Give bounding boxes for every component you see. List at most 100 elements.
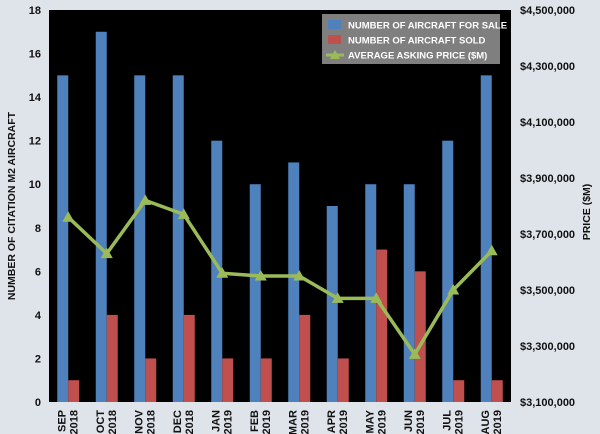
x-tick-year: 2019: [415, 410, 427, 434]
legend-label: NUMBER OF AIRCRAFT FOR SALE: [348, 21, 507, 32]
price-marker-oct-2018: [100, 247, 113, 259]
x-tick-year: 2018: [145, 410, 157, 434]
bar-sold-may-2019: [376, 249, 388, 402]
legend-label: AVERAGE ASKING PRICE ($M): [348, 51, 487, 62]
y-tick-label: 18: [29, 5, 41, 17]
x-tick-label: NOV 2018: [133, 409, 157, 434]
x-tick-label: APR 2019: [326, 410, 350, 434]
x-tick-year: 2019: [261, 410, 273, 434]
price-marker-mar-2019: [293, 270, 306, 281]
bar-for-sale-aug-2019: [480, 75, 492, 402]
x-tick-year: 2019: [299, 410, 311, 434]
bar-sold-oct-2018: [106, 314, 118, 402]
x-tick-label: FEB 2019: [249, 410, 273, 434]
bar-for-sale-feb-2019: [249, 184, 261, 402]
bar-sold-feb-2019: [260, 358, 272, 402]
x-tick-month: SEP: [56, 410, 68, 432]
price-line: [67, 198, 493, 357]
price-marker-sep-2018: [62, 211, 75, 222]
bar-sold-aug-2019: [491, 380, 503, 402]
y2-tick-label: $3,300,000: [520, 341, 575, 353]
y2-tick-label: $3,700,000: [520, 229, 575, 241]
x-tick-month: FEB: [249, 410, 261, 432]
x-tick-year: 2019: [492, 410, 504, 434]
y-tick-label: 4: [35, 310, 42, 322]
bar-for-sale-jul-2019: [442, 140, 454, 402]
x-tick-label: JAN 2019: [210, 410, 234, 434]
x-tick-label: SEP 2018: [56, 410, 80, 434]
x-tick-month: OCT: [95, 410, 107, 434]
x-tick-label: DEC 2018: [172, 410, 196, 434]
price-marker-aug-2019: [485, 244, 498, 256]
bar-for-sale-mar-2019: [288, 162, 300, 402]
legend-label: NUMBER OF AIRCRAFT SOLD: [348, 36, 486, 47]
x-tick-label: JUL 2019: [441, 410, 465, 434]
x-tick-label: MAY 2019: [364, 409, 388, 434]
x-tick-month: JUN: [403, 410, 415, 432]
legend-marker-swatch: [330, 50, 340, 59]
x-tick-year: 2018: [107, 410, 119, 434]
y-tick-label: 16: [29, 49, 41, 61]
price-marker-nov-2018: [139, 194, 152, 205]
y-tick-label: 0: [35, 397, 41, 409]
x-tick-year: 2018: [184, 410, 196, 434]
x-tick-label: OCT 2018: [95, 410, 119, 434]
x-tick-label: JUN 2019: [403, 410, 427, 434]
price-marker-jan-2019: [216, 267, 229, 278]
bar-sold-jan-2019: [222, 358, 234, 402]
y-tick-label: 6: [35, 266, 41, 278]
plot-area: [49, 10, 511, 402]
x-tick-month: MAY: [364, 409, 376, 433]
x-tick-label: MAR 2019: [287, 410, 311, 434]
y-tick-label: 10: [29, 179, 41, 191]
x-tick-month: AUG: [480, 410, 492, 434]
price-marker-apr-2019: [331, 292, 344, 303]
bar-for-sale-nov-2018: [134, 75, 146, 402]
y-tick-label: 2: [35, 353, 41, 365]
bar-sold-apr-2019: [337, 358, 349, 402]
bar-sold-dec-2018: [183, 314, 195, 402]
bar-for-sale-sep-2018: [57, 75, 69, 402]
y-tick-label: 12: [29, 136, 41, 148]
y2-tick-label: $4,500,000: [520, 5, 575, 17]
bar-for-sale-dec-2018: [172, 75, 184, 402]
x-tick-month: JAN: [210, 410, 222, 432]
bar-for-sale-jan-2019: [211, 140, 223, 402]
y2-tick-label: $4,300,000: [520, 61, 575, 73]
bar-for-sale-oct-2018: [95, 31, 107, 403]
x-tick-year: 2019: [338, 410, 350, 434]
legend-box: [322, 14, 500, 64]
x-tick-month: APR: [326, 410, 338, 433]
price-marker-may-2019: [370, 292, 383, 303]
legend-swatch: [328, 35, 341, 44]
bar-sold-sep-2018: [68, 380, 80, 402]
x-tick-month: MAR: [287, 410, 299, 434]
bar-for-sale-may-2019: [365, 184, 377, 402]
y2-axis-title: PRICE ($M): [581, 184, 593, 241]
x-tick-year: 2019: [376, 410, 388, 434]
y2-tick-label: $3,900,000: [520, 173, 575, 185]
price-marker-jun-2019: [408, 348, 421, 359]
bar-sold-jul-2019: [453, 380, 465, 402]
y-tick-label: 8: [35, 223, 41, 235]
x-tick-year: 2019: [222, 410, 234, 434]
x-tick-month: JUL: [441, 410, 453, 431]
y2-tick-label: $3,500,000: [520, 285, 575, 297]
price-marker-feb-2019: [254, 270, 267, 281]
y-tick-label: 14: [29, 92, 42, 104]
y-axis-title: NUMBER OF CITATION M2 AIRCRAFT: [6, 111, 18, 300]
bar-sold-jun-2019: [414, 271, 426, 402]
y2-tick-label: $3,100,000: [520, 397, 575, 409]
bar-for-sale-jun-2019: [403, 184, 415, 402]
bar-sold-nov-2018: [145, 358, 157, 402]
x-tick-year: 2019: [453, 410, 465, 434]
x-tick-year: 2018: [68, 410, 80, 434]
bar-for-sale-apr-2019: [326, 206, 338, 402]
x-tick-label: AUG 2019: [480, 410, 504, 434]
price-marker-dec-2018: [177, 208, 190, 219]
price-marker-jul-2019: [447, 284, 460, 295]
y2-tick-label: $4,100,000: [520, 117, 575, 129]
x-tick-month: DEC: [172, 410, 184, 433]
bar-sold-mar-2019: [299, 314, 311, 402]
